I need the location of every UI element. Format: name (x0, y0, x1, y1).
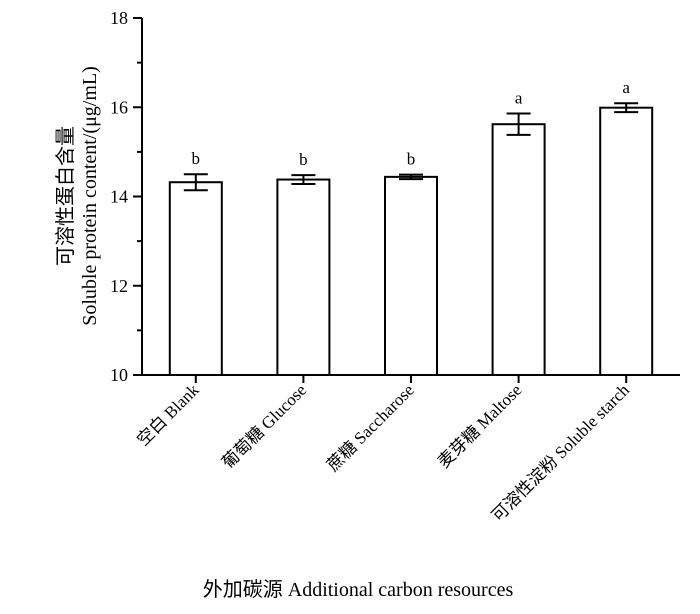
bar (168, 181, 223, 376)
significance-label: b (407, 150, 416, 169)
x-axis-title: 外加碳源 Additional carbon resources (203, 578, 514, 601)
significance-label: a (622, 78, 630, 97)
significance-label: a (515, 88, 523, 107)
bars (168, 102, 654, 376)
x-category-label: 麦芽糖 Maltose (434, 380, 525, 471)
bar (384, 175, 438, 376)
x-category-label: 葡萄糖 Glucose (218, 380, 310, 472)
significance-label: b (192, 149, 201, 168)
y-axis-title-english: Soluble protein content/(μg/mL) (79, 66, 101, 326)
bar (276, 178, 331, 376)
y-axis-title-chinese: 可溶性蛋白含量 (54, 126, 77, 266)
y-tick-label: 16 (110, 97, 128, 117)
bar (599, 106, 654, 376)
x-category-label: 蔗糖 Saccharose (323, 380, 418, 475)
bar (491, 123, 546, 376)
y-tick-label: 14 (110, 187, 128, 207)
y-tick-label: 12 (110, 276, 128, 296)
significance-label: b (299, 150, 308, 169)
axes: 10 12 14 16 18 (110, 8, 680, 385)
x-category-label: 空白 Blank (133, 380, 203, 450)
y-tick-label: 10 (110, 365, 128, 385)
y-tick-label: 18 (110, 8, 128, 28)
